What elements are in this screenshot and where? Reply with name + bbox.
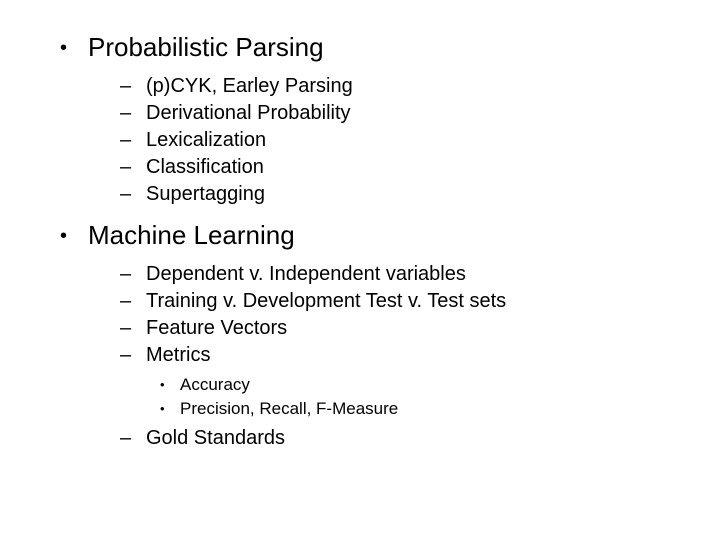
item-label: Dependent v. Independent variables — [146, 261, 466, 288]
item-label: Classification — [146, 154, 264, 181]
sublist: • Accuracy • Precision, Recall, F-Measur… — [120, 373, 720, 421]
dash-icon: – — [120, 342, 146, 369]
item-label: Feature Vectors — [146, 315, 287, 342]
sublist: – (p)CYK, Earley Parsing – Derivational … — [60, 73, 720, 208]
item-label: Supertagging — [146, 181, 265, 208]
bullet-icon: • — [60, 226, 88, 246]
dash-icon: – — [120, 261, 146, 288]
list-item: – Classification — [120, 154, 720, 181]
bullet-icon: • — [160, 376, 180, 394]
list-item: – Dependent v. Independent variables — [120, 261, 720, 288]
list-item: – Supertagging — [120, 181, 720, 208]
item-label: Derivational Probability — [146, 100, 351, 127]
list-item: – Lexicalization — [120, 127, 720, 154]
outline-root: • Probabilistic Parsing – (p)CYK, Earley… — [0, 30, 720, 452]
list-item: • Machine Learning – Dependent v. Indepe… — [60, 218, 720, 452]
sublist: – Dependent v. Independent variables – T… — [60, 261, 720, 452]
item-label: Metrics — [146, 342, 210, 369]
list-item: – Gold Standards — [120, 425, 720, 452]
dash-icon: – — [120, 425, 146, 452]
list-item: – Feature Vectors — [120, 315, 720, 342]
list-item: – Metrics • Accuracy • Precision, Recall… — [120, 342, 720, 421]
dash-icon: – — [120, 127, 146, 154]
item-label: Training v. Development Test v. Test set… — [146, 288, 506, 315]
list-item: – Derivational Probability — [120, 100, 720, 127]
item-label: Machine Learning — [88, 218, 295, 253]
list-item: – (p)CYK, Earley Parsing — [120, 73, 720, 100]
item-label: Gold Standards — [146, 425, 285, 452]
list-item: • Probabilistic Parsing – (p)CYK, Earley… — [60, 30, 720, 208]
dash-icon: – — [120, 100, 146, 127]
slide: • Probabilistic Parsing – (p)CYK, Earley… — [0, 0, 720, 540]
item-label: Lexicalization — [146, 127, 266, 154]
bullet-icon: • — [60, 38, 88, 58]
dash-icon: – — [120, 154, 146, 181]
bullet-icon: • — [160, 400, 180, 418]
item-label: (p)CYK, Earley Parsing — [146, 73, 353, 100]
item-label: Precision, Recall, F-Measure — [180, 397, 398, 421]
list-item: • Precision, Recall, F-Measure — [160, 397, 720, 421]
dash-icon: – — [120, 73, 146, 100]
list-item: • Accuracy — [160, 373, 720, 397]
item-label: Accuracy — [180, 373, 250, 397]
item-label: Probabilistic Parsing — [88, 30, 324, 65]
list-item: – Training v. Development Test v. Test s… — [120, 288, 720, 315]
dash-icon: – — [120, 181, 146, 208]
dash-icon: – — [120, 288, 146, 315]
dash-icon: – — [120, 315, 146, 342]
